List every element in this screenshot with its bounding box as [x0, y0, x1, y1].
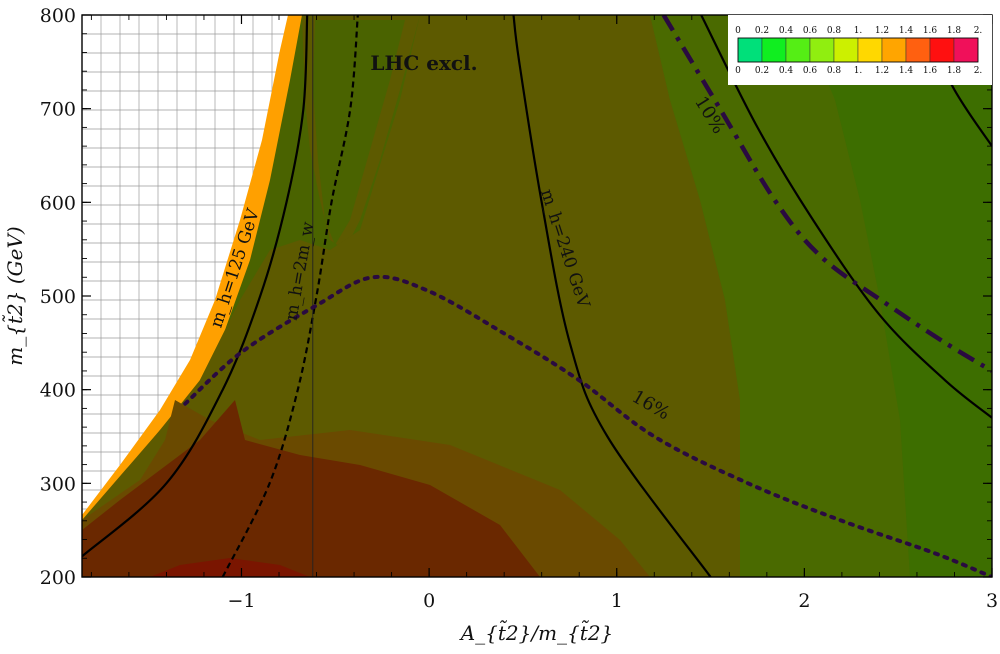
- colorbar-swatch: [737, 37, 763, 63]
- colorbar-swatch: [809, 37, 835, 63]
- curve-mh240: [512, 15, 712, 577]
- colorbar-tick-label-top: 1.6: [923, 26, 938, 36]
- colorbar-tick-label-bottom: 1.6: [923, 66, 938, 76]
- colorbar-swatch: [857, 37, 883, 63]
- colorbar-tick-label-bottom: 0.8: [827, 66, 842, 76]
- region-darkest-red: [150, 558, 310, 577]
- axis-ticks: −1 0 1 2 3 200 300 400 500 600 700 800: [40, 5, 998, 612]
- colorbar-tick-label-bottom: 0: [735, 66, 741, 76]
- colorbar-swatch: [785, 37, 811, 63]
- region-darkgreen-left: [313, 20, 405, 245]
- colorbar-legend: 0 0.2 0.4 0.6 0.8 1. 1.2 1.4 1.6 1.8 2. 0 0.2 0.4 0.6…: [728, 15, 992, 85]
- contour-curves: [82, 15, 992, 577]
- colorbar-swatch: [761, 37, 787, 63]
- x-tick-label: 1: [611, 590, 623, 612]
- region-green-right: [650, 15, 910, 577]
- x-tick-label: 0: [423, 590, 435, 612]
- colorbar-swatch: [905, 37, 931, 63]
- curve-ten_percent: [661, 15, 992, 373]
- region-orange-band: [82, 15, 302, 525]
- curve-mh125: [82, 15, 309, 558]
- colorbar-tick-label-top: 1.4: [899, 26, 914, 36]
- colorbar-tick-label-top: 0.2: [755, 26, 769, 36]
- y-axis-label: m_{t̃2} (GeV): [1, 226, 27, 365]
- colorbar-swatch: [953, 37, 979, 63]
- colorbar-tick-label-bottom: 0.4: [779, 66, 794, 76]
- y-tick-label: 300: [40, 473, 76, 495]
- colorbar-swatch: [833, 37, 859, 63]
- y-tick-label: 500: [40, 286, 76, 308]
- colorbar-tick-label-top: 1.2: [875, 26, 889, 36]
- colorbar-tick-label-top: 0.8: [827, 26, 842, 36]
- colorbar-tick-label-top: 0.4: [779, 26, 794, 36]
- y-tick-label: 600: [40, 192, 76, 214]
- y-tick-label: 200: [40, 567, 76, 589]
- colorbar-tick-label-bottom: 2.: [974, 66, 983, 76]
- region-darkgreen-far-right: [800, 15, 992, 577]
- colorbar-tick-label-bottom: 1.: [854, 66, 863, 76]
- colorbar-frame: [737, 37, 979, 63]
- colorbar-tick-label-top: 0: [735, 26, 741, 36]
- x-tick-label: 3: [986, 590, 998, 612]
- colorbar-tick-label-bottom: 1.8: [947, 66, 962, 76]
- colorbar-tick-label-bottom: 1.4: [899, 66, 914, 76]
- colorbar-tick-label-bottom: 0.6: [803, 66, 818, 76]
- x-tick-label: 2: [798, 590, 810, 612]
- y-tick-label: 400: [40, 380, 76, 402]
- curve-mh2mw: [221, 15, 359, 577]
- colorbar-tick-label-bottom: 0.2: [755, 66, 769, 76]
- colorbar-tick-label-top: 0.6: [803, 26, 818, 36]
- annotation-lhc-excl: LHC excl.: [370, 51, 477, 75]
- colorbar-tick-label-top: 2.: [974, 26, 983, 36]
- colorbar-tick-label-top: 1.: [854, 26, 863, 36]
- region-dark-brown: [82, 400, 540, 577]
- colorbar-tick-label-bottom: 1.2: [875, 66, 889, 76]
- filled-regions: [82, 15, 992, 577]
- x-tick-label: −1: [227, 590, 255, 612]
- y-tick-label: 700: [40, 99, 76, 121]
- curve-sixteen_percent: [183, 274, 992, 577]
- x-axis-label: A_{t̃2}/m_{t̃2}: [459, 619, 614, 645]
- y-tick-label: 800: [40, 5, 76, 27]
- colorbar-swatch: [929, 37, 955, 63]
- colorbar-tick-label-top: 1.8: [947, 26, 962, 36]
- colorbar-swatch: [881, 37, 907, 63]
- curve-iso_right_1: [700, 15, 992, 419]
